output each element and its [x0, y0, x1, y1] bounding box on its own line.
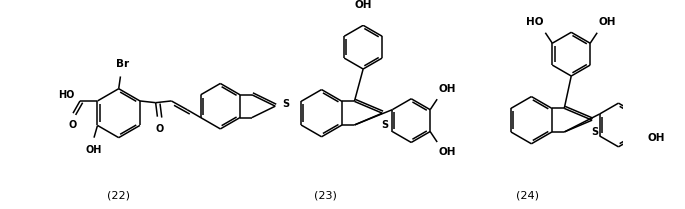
Text: OH: OH	[439, 84, 456, 94]
Text: OH: OH	[439, 147, 456, 157]
Text: S: S	[282, 99, 289, 110]
Text: (22): (22)	[107, 190, 130, 200]
Text: OH: OH	[599, 18, 617, 28]
Text: OH: OH	[648, 133, 665, 143]
Text: Br: Br	[116, 59, 129, 69]
Text: S: S	[591, 127, 598, 137]
Text: O: O	[68, 120, 76, 130]
Text: OH: OH	[86, 145, 102, 155]
Text: O: O	[155, 124, 163, 134]
Text: (23): (23)	[314, 190, 338, 200]
Text: S: S	[382, 120, 388, 130]
Text: HO: HO	[58, 90, 75, 100]
Text: OH: OH	[354, 0, 372, 10]
Text: HO: HO	[526, 18, 544, 28]
Text: (24): (24)	[516, 190, 538, 200]
